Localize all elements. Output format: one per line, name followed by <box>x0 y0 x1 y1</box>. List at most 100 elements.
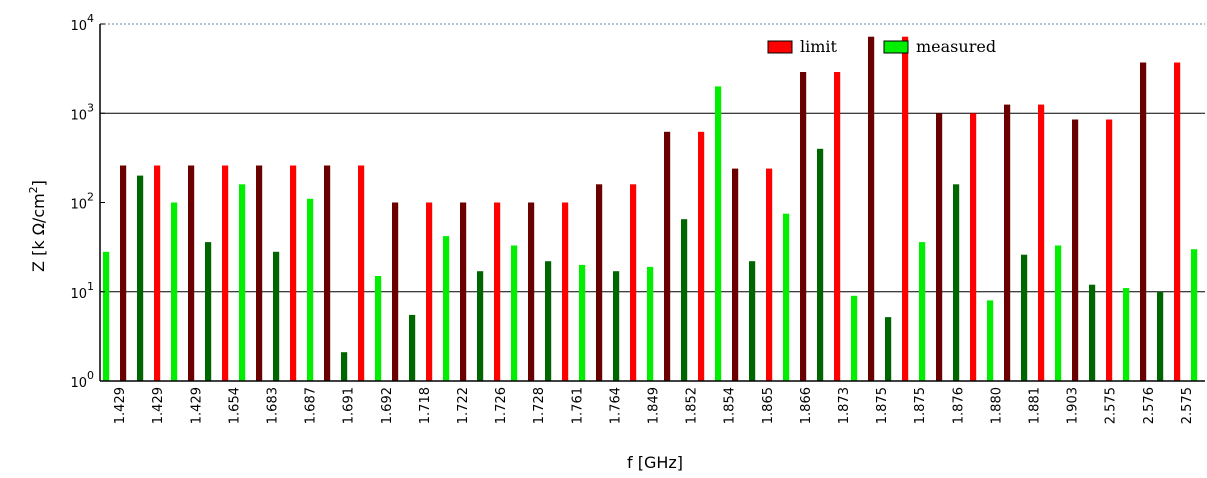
limit-bar <box>1106 119 1113 381</box>
limit-bar <box>154 165 161 381</box>
measured-bar <box>545 261 552 381</box>
measured-bar <box>885 317 892 381</box>
legend-label-limit: limit <box>800 37 838 56</box>
limit-bar <box>528 202 535 381</box>
limit-bar <box>460 202 467 381</box>
limit-bar <box>868 36 875 381</box>
x-tick-label: 1.429 <box>113 387 128 424</box>
x-tick-label: 1.875 <box>875 387 890 424</box>
ticks-layer: 100 101 102 103 104 1.429 1.429 1.429 1.654 1.683… <box>70 12 1194 424</box>
limit-bar <box>358 165 365 381</box>
x-tick-label: 1.429 <box>151 387 166 424</box>
x-tick-label: 1.873 <box>837 387 852 424</box>
limit-bar <box>630 184 637 381</box>
measured-bar <box>477 271 484 381</box>
measured-bar <box>579 264 586 381</box>
y-axis-label-superscript: 2 <box>27 186 40 193</box>
x-tick-label: 1.761 <box>570 387 585 424</box>
legend-swatch-measured <box>883 40 909 54</box>
measured-bar <box>103 251 110 381</box>
measured-bar <box>1055 245 1062 381</box>
legend: limit measured <box>767 37 996 56</box>
measured-bar <box>307 198 314 381</box>
measured-bar <box>851 295 858 381</box>
legend-label-measured: measured <box>916 37 996 56</box>
limit-bar <box>188 165 195 381</box>
y-tick-label: 102 <box>70 191 94 213</box>
x-tick-label: 1.654 <box>227 387 242 424</box>
measured-bar <box>1191 249 1198 381</box>
limit-bar <box>698 131 705 381</box>
limit-bar <box>936 113 943 382</box>
limit-bar <box>732 168 739 381</box>
measured-bar <box>1123 288 1130 381</box>
measured-bar <box>715 86 722 382</box>
limit-bar <box>1174 62 1181 381</box>
measured-bar <box>409 314 416 381</box>
x-tick-label: 1.852 <box>685 387 700 424</box>
measured-bar <box>137 175 144 381</box>
limit-bar <box>1038 104 1045 381</box>
y-tick-label: 103 <box>70 101 94 123</box>
limit-bar <box>664 131 671 381</box>
measured-bar <box>341 352 348 381</box>
x-tick-label: 2.575 <box>1180 387 1195 424</box>
measured-bar <box>273 251 280 381</box>
bars-layer <box>103 36 1198 382</box>
x-axis-label: f [GHz] <box>627 453 683 472</box>
limit-bar <box>494 202 501 381</box>
measured-bar <box>171 202 178 381</box>
y-tick-label: 100 <box>70 369 94 391</box>
limit-bar <box>256 165 263 381</box>
limit-bar <box>902 36 909 381</box>
x-tick-label: 1.687 <box>304 387 319 424</box>
measured-bar <box>817 148 824 381</box>
y-tick-label: 104 <box>70 12 94 34</box>
limit-bar <box>290 165 297 381</box>
measured-bar <box>987 300 994 381</box>
measured-bar <box>1021 254 1028 381</box>
x-tick-label: 1.881 <box>1028 387 1043 424</box>
limit-bar <box>1004 104 1011 381</box>
measured-bar <box>443 236 450 381</box>
measured-bar <box>511 245 518 381</box>
measured-bar <box>613 271 620 381</box>
x-tick-label: 1.903 <box>1066 387 1081 424</box>
x-tick-label: 1.722 <box>456 387 471 424</box>
measured-bar <box>953 184 960 381</box>
limit-bar <box>800 72 807 381</box>
measured-bar <box>205 242 212 381</box>
limit-bar <box>222 165 229 381</box>
x-tick-label: 1.875 <box>913 387 928 424</box>
measured-bar <box>1089 284 1096 381</box>
x-tick-label: 1.726 <box>494 387 509 424</box>
limit-bar <box>834 72 841 381</box>
limit-bar <box>562 202 569 381</box>
measured-bar <box>919 242 926 381</box>
measured-bar <box>749 261 756 381</box>
x-tick-label: 1.728 <box>532 387 547 424</box>
x-tick-label: 2.576 <box>1142 387 1157 424</box>
x-tick-label: 1.692 <box>380 387 395 424</box>
limit-bar <box>426 202 433 381</box>
limit-bar <box>766 168 773 381</box>
x-tick-label: 1.849 <box>647 387 662 424</box>
measured-bar <box>239 184 246 381</box>
x-tick-label: 1.854 <box>723 387 738 424</box>
x-tick-label: 1.718 <box>418 387 433 424</box>
measured-bar <box>375 276 382 381</box>
limit-bar <box>392 202 399 381</box>
measured-bar <box>681 219 688 381</box>
y-axis-label-close: ] <box>29 180 48 186</box>
y-tick-label: 101 <box>70 280 94 302</box>
limit-bar <box>970 113 977 382</box>
limit-bar <box>1140 62 1147 381</box>
limit-bar <box>596 184 603 381</box>
y-axis-label-main: Z [k Ω/cm <box>29 193 48 272</box>
x-tick-label: 2.575 <box>1104 387 1119 424</box>
measured-bar <box>1157 291 1164 382</box>
x-tick-label: 1.691 <box>342 387 357 424</box>
x-tick-label: 1.876 <box>951 387 966 424</box>
limit-bar <box>324 165 331 381</box>
